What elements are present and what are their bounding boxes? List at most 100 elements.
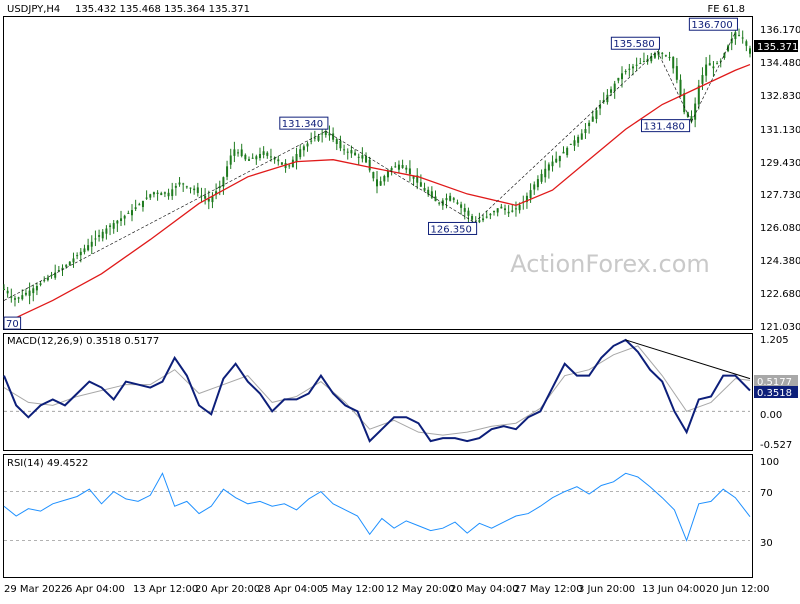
candle-body (87, 245, 90, 251)
candle-body (332, 133, 335, 140)
candle-body (588, 122, 591, 127)
price-tick: 129.430 (760, 158, 800, 169)
candle-body (215, 191, 218, 195)
wave-trend-line (691, 32, 736, 122)
chart-ohlc: 135.432 135.468 135.364 135.371 (75, 4, 250, 15)
candle-body (719, 60, 722, 62)
swing-label-box (610, 36, 660, 50)
macd-tick: 0.00 (760, 410, 782, 421)
swing-label-box (279, 116, 329, 130)
candle-body (602, 99, 605, 102)
candle-body (262, 151, 265, 155)
rsi-y-axis: 100 70 30 (760, 457, 779, 549)
x-axis: 29 Mar 2022 6 Apr 04:00 13 Apr 12:00 20 … (4, 584, 770, 595)
candle-body (361, 155, 364, 159)
price-tick: 131.130 (760, 125, 800, 136)
candle-body (90, 241, 93, 247)
candle-body (390, 168, 393, 171)
candle-body (339, 140, 342, 149)
candle-body (653, 53, 656, 58)
candle-body (577, 136, 580, 143)
swing-label-box (640, 119, 691, 133)
x-tick: 5 May 12:00 (322, 584, 384, 595)
candle-body (379, 181, 382, 186)
candle-body (599, 105, 602, 109)
candle-body (123, 215, 126, 219)
candle-body (500, 206, 503, 209)
candle-body (255, 156, 258, 160)
candle-body (540, 173, 543, 182)
candle-body (94, 238, 97, 240)
candle-body (467, 210, 470, 216)
price-tick: 126.080 (760, 223, 800, 234)
macd-panel-frame (3, 333, 753, 451)
candle-body (675, 66, 678, 80)
trendline-layer (3, 32, 736, 301)
candle-body (178, 182, 181, 185)
price-tick: 136.170 (760, 25, 800, 36)
candle-body (299, 149, 302, 158)
candle-body (182, 183, 185, 185)
candle-body (631, 66, 634, 69)
candle-body (46, 277, 49, 281)
chart-symbol: USDJPY,H4 (7, 4, 60, 15)
rsi-title: RSI(14) 49.4522 (7, 458, 88, 469)
rsi-tick: 30 (760, 538, 773, 549)
candle-body (120, 218, 123, 222)
candle-body (723, 53, 726, 58)
candle-body (507, 211, 510, 214)
price-tick: 124.380 (760, 256, 800, 267)
candle-body (343, 149, 346, 151)
candle-body (280, 162, 283, 165)
candle-body (536, 179, 539, 188)
candle-body (749, 48, 751, 54)
candle-body (401, 165, 404, 168)
candle-body (171, 189, 174, 197)
candle-body (54, 272, 57, 278)
candle-body (306, 143, 309, 147)
candle-body (72, 258, 75, 263)
candle-body (233, 149, 236, 156)
macd-tick: 0.5177 (757, 377, 792, 388)
rsi-panel-frame (3, 454, 753, 578)
moving-average-layer (3, 63, 751, 324)
price-tick: 134.480 (760, 58, 800, 69)
candle-body (288, 165, 291, 167)
candle-body (226, 166, 229, 177)
candle-body (204, 195, 207, 199)
candle-body (277, 159, 280, 162)
macd-layer (3, 338, 751, 443)
candle-body (456, 202, 459, 204)
candle-body (525, 195, 528, 203)
x-tick: 29 Mar 2022 (4, 584, 67, 595)
candle-body (463, 208, 466, 212)
candle-body (357, 156, 360, 158)
x-tick: 20 Jun 12:00 (706, 584, 770, 595)
swing-label: 126.350 (431, 224, 472, 235)
candle-body (397, 164, 400, 170)
candle-body (174, 185, 177, 188)
candle-body (291, 159, 294, 168)
candle-body (269, 156, 272, 158)
candle-body (127, 212, 130, 214)
candle-body (76, 255, 79, 257)
current-price-label: 135.371 (757, 42, 798, 53)
candle-body (690, 115, 693, 122)
x-tick: 6 Apr 04:00 (66, 584, 125, 595)
candle-body (419, 182, 422, 187)
candle-body (610, 89, 613, 93)
x-tick: 20 Apr 20:00 (195, 584, 260, 595)
candle-body (412, 176, 415, 179)
candle-body (445, 198, 448, 201)
candle-body (193, 188, 196, 191)
candle-body (21, 295, 24, 300)
moving-average-line (3, 63, 751, 324)
candle-body (701, 75, 704, 84)
candle-body (639, 63, 642, 65)
candle-body (683, 93, 686, 113)
candle-body (152, 192, 155, 195)
candle-body (405, 167, 408, 170)
candle-body (460, 204, 463, 208)
macd-value-tag (754, 386, 798, 398)
macd-tick: 0.3518 (757, 388, 792, 399)
